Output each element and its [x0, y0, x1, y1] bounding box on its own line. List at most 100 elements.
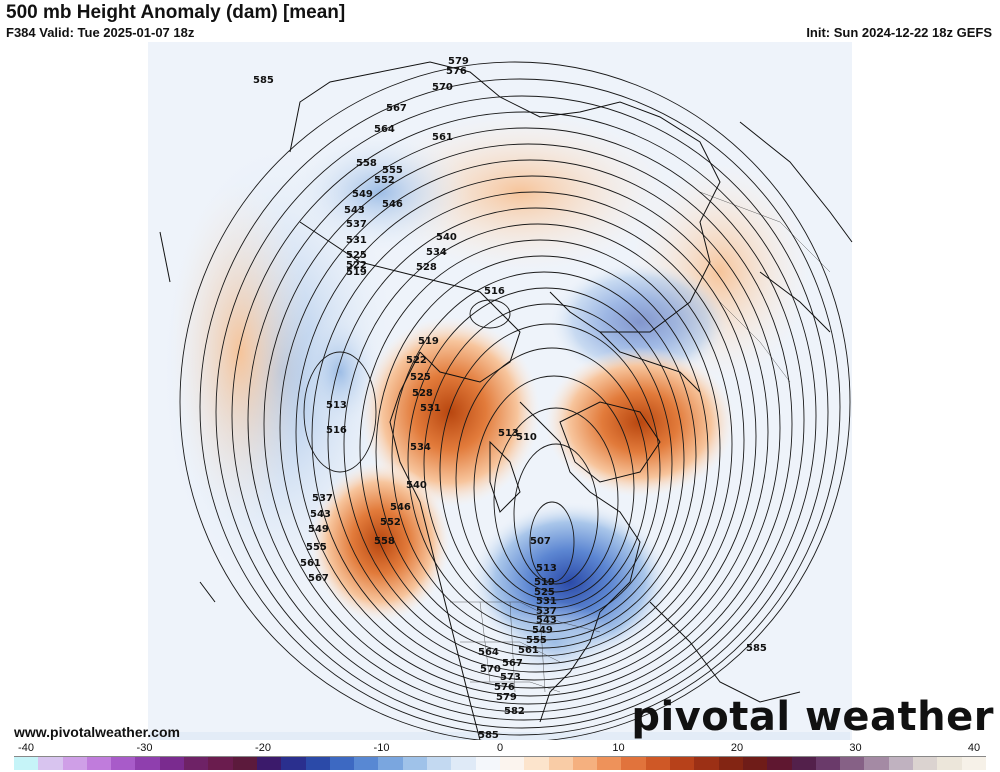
svg-text:543: 543	[310, 509, 331, 520]
map-panel[interactable]: 585 579 576 570 567 564 561 558 555 552 …	[0, 42, 1000, 740]
colorbar-swatch	[694, 757, 719, 770]
svg-text:519: 519	[346, 267, 367, 278]
colorbar-swatch	[208, 757, 233, 770]
colorbar-swatch	[499, 757, 525, 770]
site-url: www.pivotalweather.com	[14, 724, 180, 740]
svg-text:525: 525	[534, 587, 555, 598]
svg-text:516: 516	[326, 425, 347, 436]
svg-text:585: 585	[746, 643, 767, 654]
colorbar-swatch	[451, 757, 476, 770]
colorbar-swatch	[159, 757, 185, 770]
svg-text:561: 561	[300, 558, 321, 569]
positive-anomaly-alaska	[360, 317, 540, 507]
svg-text:543: 543	[344, 205, 365, 216]
colorbar-tick-label: -10	[373, 742, 390, 754]
svg-text:507: 507	[530, 536, 551, 547]
svg-text:516: 516	[484, 286, 505, 297]
svg-text:579: 579	[496, 692, 517, 703]
colorbar-swatch	[742, 757, 768, 770]
colorbar-tick-label: -30	[136, 742, 153, 754]
svg-text:531: 531	[536, 596, 557, 607]
political-borders	[450, 191, 831, 693]
colorbar-tick-label: 10	[612, 742, 625, 754]
svg-text:558: 558	[374, 536, 395, 547]
svg-text:546: 546	[382, 199, 403, 210]
svg-text:579: 579	[448, 56, 469, 67]
svg-text:567: 567	[386, 103, 407, 114]
svg-text:540: 540	[436, 232, 457, 243]
colorbar	[14, 756, 986, 770]
colorbar-tick-label: 30	[849, 742, 862, 754]
svg-text:531: 531	[346, 235, 367, 246]
colorbar-swatch	[378, 757, 403, 770]
svg-text:570: 570	[480, 664, 501, 675]
svg-text:522: 522	[346, 260, 367, 271]
colorbar-swatch	[621, 757, 646, 770]
svg-text:564: 564	[478, 647, 499, 658]
colorbar-swatch	[232, 757, 257, 770]
colorbar-swatch	[548, 757, 573, 770]
svg-text:543: 543	[536, 615, 557, 626]
svg-text:573: 573	[500, 672, 521, 683]
colorbar-swatch	[864, 757, 889, 770]
colorbar-swatch	[888, 757, 913, 770]
svg-text:513: 513	[536, 563, 557, 574]
svg-text:513: 513	[326, 400, 347, 411]
svg-text:528: 528	[416, 262, 437, 273]
colorbar-swatch	[305, 757, 330, 770]
svg-text:522: 522	[406, 355, 427, 366]
header: 500 mb Height Anomaly (dam) [mean] F384 …	[0, 0, 1000, 42]
colorbar-tick-label: 20	[730, 742, 744, 754]
height-contours	[179, 61, 851, 740]
svg-text:552: 552	[374, 175, 395, 186]
colorbar-swatch	[14, 757, 39, 770]
svg-text:531: 531	[420, 403, 441, 414]
colorbar-swatch	[670, 757, 695, 770]
colorbar-swatch	[281, 757, 306, 770]
svg-text:567: 567	[502, 658, 523, 669]
svg-text:537: 537	[312, 493, 333, 504]
init-time: Init: Sun 2024-12-22 18z GEFS	[806, 25, 992, 40]
map-title: 500 mb Height Anomaly (dam) [mean]	[6, 2, 346, 23]
svg-text:525: 525	[346, 250, 367, 261]
colorbar-swatch	[961, 757, 986, 770]
coastlines	[159, 61, 853, 740]
svg-text:576: 576	[446, 66, 467, 77]
colorbar-tick-label: -40	[18, 742, 34, 754]
svg-text:555: 555	[526, 635, 547, 646]
colorbar-tick-label: 40	[967, 742, 981, 754]
colorbar-swatch	[256, 757, 282, 770]
colorbar-swatch	[645, 757, 671, 770]
svg-text:552: 552	[380, 517, 401, 528]
svg-text:561: 561	[518, 645, 539, 656]
contour-labels: 585 579 576 570 567 564 561 558 555 552 …	[253, 56, 767, 740]
colorbar-swatch	[572, 757, 598, 770]
svg-text:570: 570	[432, 82, 453, 93]
colorbar-swatch	[840, 757, 865, 770]
colorbar-tick-label: 0	[496, 742, 504, 754]
svg-text:555: 555	[382, 165, 403, 176]
svg-text:585: 585	[478, 730, 499, 740]
svg-text:525: 525	[410, 372, 431, 383]
colorbar-swatch	[475, 757, 500, 770]
colorbar-swatch	[135, 757, 160, 770]
svg-text:537: 537	[346, 219, 367, 230]
positive-anomaly-greenland	[545, 347, 735, 497]
svg-text:534: 534	[410, 442, 431, 453]
colorbar-tick-label: -20	[255, 742, 271, 754]
svg-text:582: 582	[504, 706, 525, 717]
valid-time: F384 Valid: Tue 2025-01-07 18z	[6, 25, 195, 40]
colorbar-swatch	[329, 757, 355, 770]
svg-text:585: 585	[253, 75, 274, 86]
colorbar-swatch	[524, 757, 549, 770]
svg-text:549: 549	[532, 625, 553, 636]
svg-text:519: 519	[418, 336, 439, 347]
svg-text:528: 528	[412, 388, 433, 399]
colorbar-swatch	[427, 757, 452, 770]
svg-text:561: 561	[432, 132, 453, 143]
colorbar-swatch	[354, 757, 379, 770]
svg-text:549: 549	[308, 524, 329, 535]
svg-text:567: 567	[308, 573, 329, 584]
svg-text:549: 549	[352, 189, 373, 200]
svg-text:534: 534	[426, 247, 447, 258]
